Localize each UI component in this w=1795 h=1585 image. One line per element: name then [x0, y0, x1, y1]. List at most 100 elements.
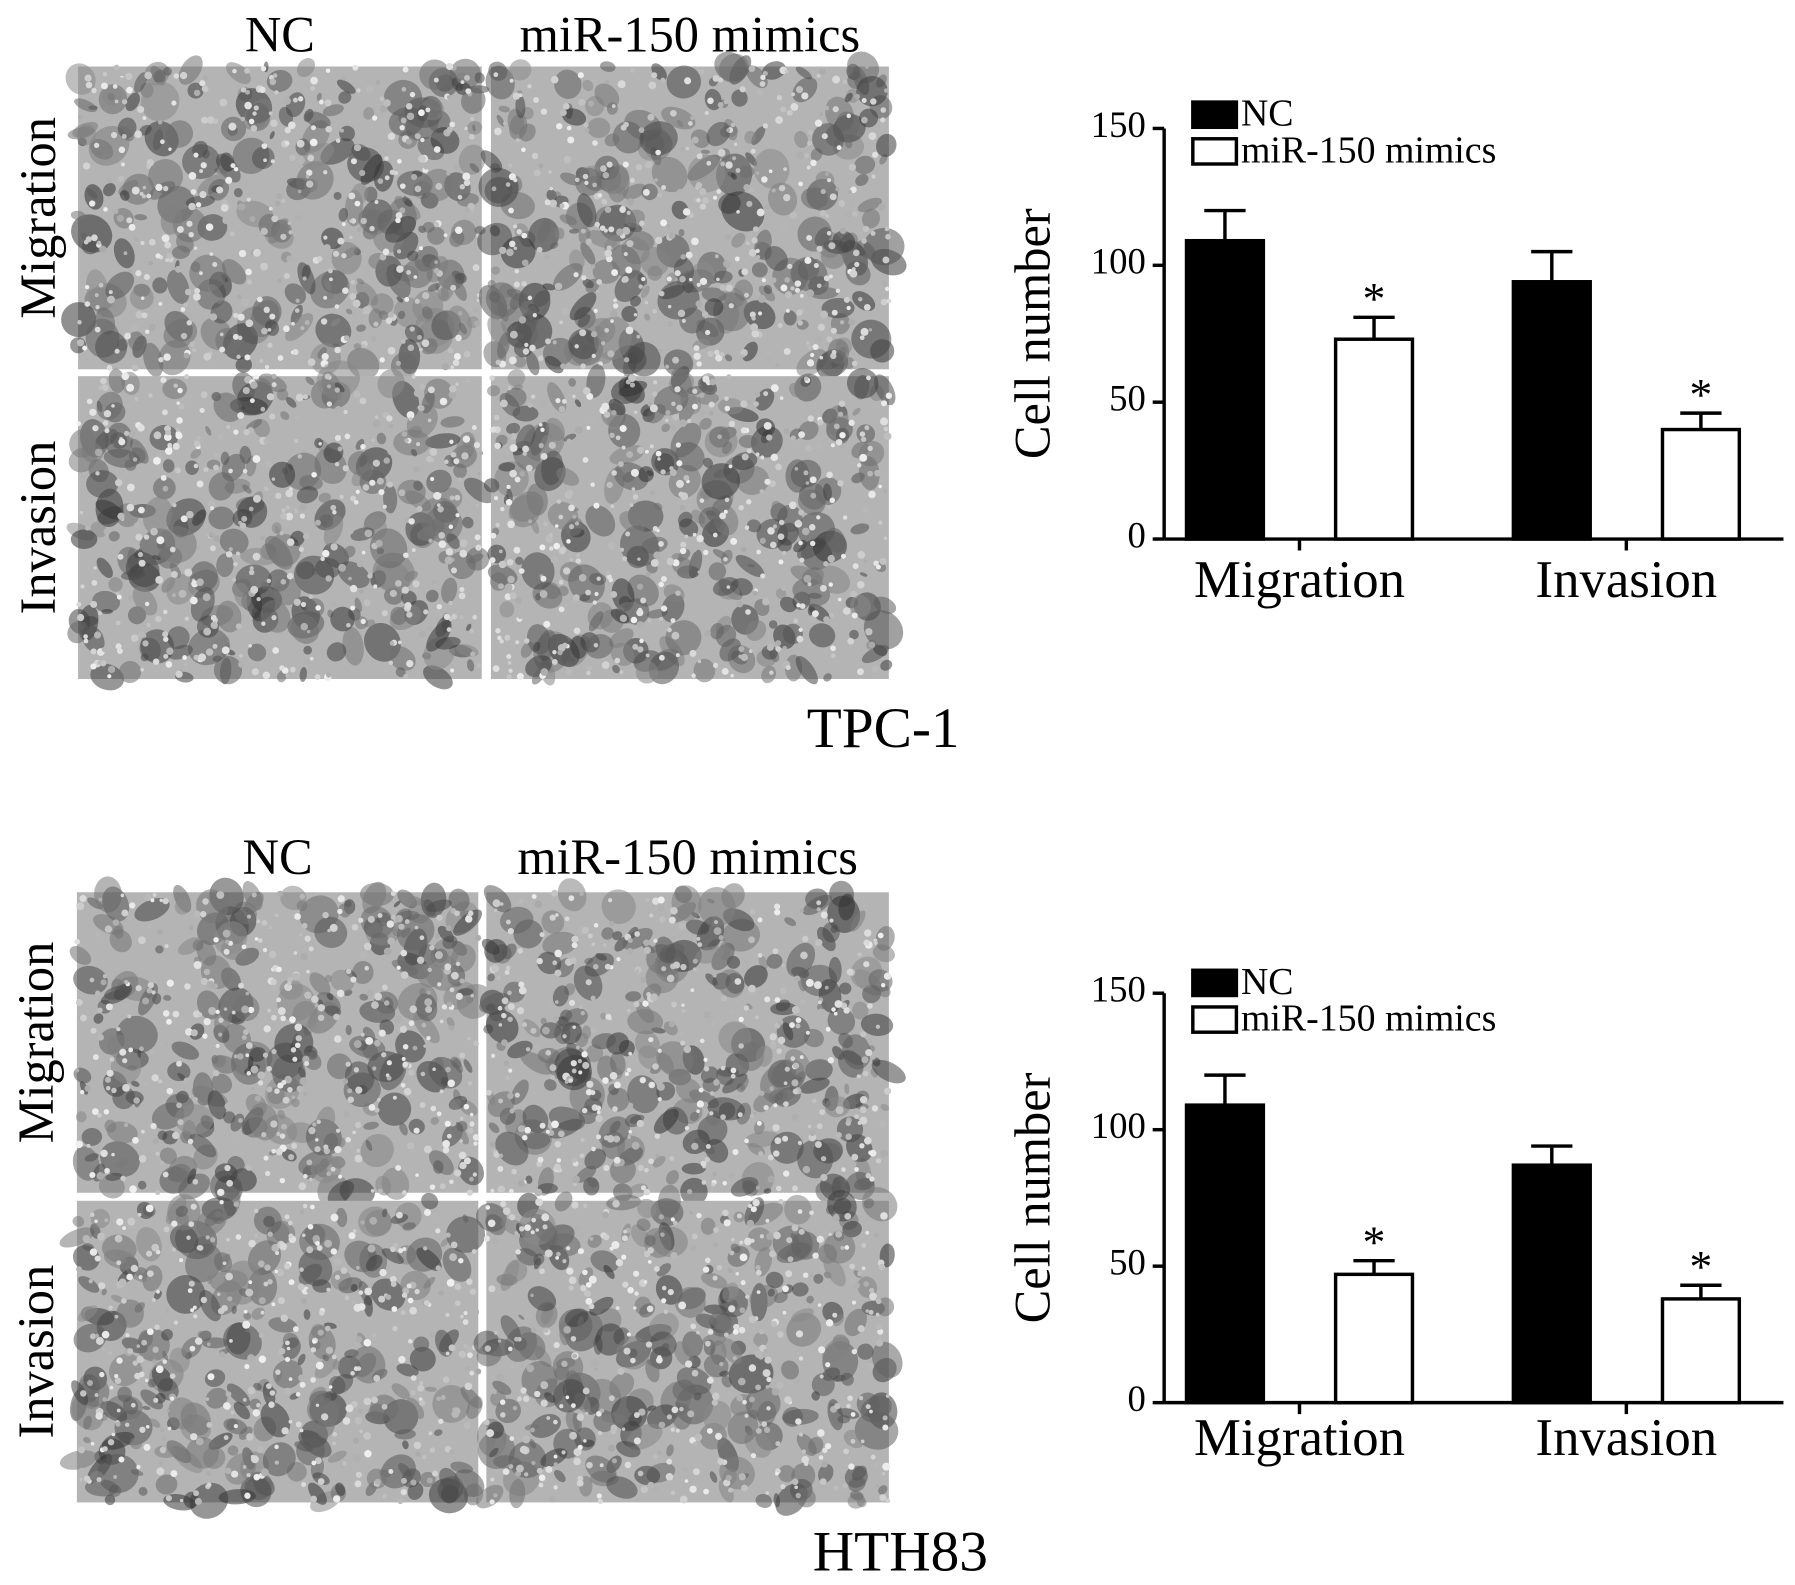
pore	[206, 980, 215, 989]
pore	[196, 545, 201, 550]
pore	[777, 323, 783, 329]
cell	[582, 278, 594, 289]
pore	[860, 436, 867, 443]
cell	[345, 308, 353, 315]
cell	[285, 313, 314, 342]
pore	[308, 1127, 316, 1135]
pore	[807, 415, 815, 422]
pore	[242, 1320, 251, 1329]
pore	[293, 951, 298, 955]
pore	[284, 1214, 290, 1220]
pore	[657, 192, 662, 198]
pore	[327, 384, 331, 389]
pore	[819, 112, 824, 116]
pore	[277, 278, 282, 283]
pore	[536, 957, 543, 965]
pore	[615, 1306, 620, 1310]
pore	[121, 372, 130, 381]
pore	[823, 616, 830, 624]
pore	[190, 1203, 197, 1210]
pore	[773, 1150, 780, 1157]
pore	[293, 438, 299, 444]
pore	[216, 1292, 221, 1297]
pore	[152, 893, 157, 897]
pore	[199, 80, 206, 87]
pore	[794, 287, 800, 293]
pore	[203, 75, 208, 81]
pore	[225, 939, 230, 944]
pore	[878, 1120, 887, 1128]
pore	[283, 273, 290, 280]
pore	[83, 1475, 91, 1482]
pore	[342, 465, 349, 472]
pore	[199, 190, 207, 199]
pore	[439, 1089, 444, 1094]
pore	[590, 264, 596, 270]
pore	[310, 1347, 317, 1353]
pore	[221, 1304, 228, 1312]
pore	[554, 115, 562, 124]
pore	[352, 1437, 360, 1444]
row-label: Migration	[10, 117, 66, 319]
pore	[684, 77, 692, 85]
pore	[723, 509, 728, 514]
pore	[521, 281, 527, 287]
pore	[400, 117, 407, 124]
pore	[603, 228, 608, 233]
pore	[491, 964, 500, 973]
pore	[89, 200, 96, 207]
pore	[883, 536, 888, 541]
pore	[230, 1245, 236, 1252]
pore	[320, 318, 328, 325]
pore	[787, 263, 793, 270]
pore	[100, 1149, 108, 1158]
pore	[356, 1148, 361, 1153]
pore	[306, 1288, 312, 1294]
pore	[601, 198, 608, 205]
pore	[198, 653, 207, 662]
pore	[732, 1356, 737, 1361]
pore	[728, 1172, 735, 1179]
pore	[166, 1018, 172, 1025]
pore	[318, 442, 322, 446]
pore	[257, 938, 263, 943]
pore	[326, 1171, 332, 1177]
pore	[332, 1495, 341, 1503]
pore	[271, 1148, 277, 1154]
cell	[422, 306, 433, 320]
pore	[540, 575, 547, 582]
pore	[507, 1003, 515, 1011]
pore	[827, 505, 832, 510]
pore	[638, 105, 643, 110]
pore	[150, 527, 158, 536]
pore	[303, 659, 310, 666]
pore	[449, 439, 454, 445]
pore	[335, 138, 341, 143]
pore	[818, 1008, 824, 1014]
pore	[274, 913, 279, 918]
pore	[668, 1021, 676, 1028]
pore	[761, 1421, 768, 1427]
pore	[870, 98, 877, 105]
pore	[539, 1268, 545, 1275]
pore	[189, 596, 198, 605]
pore	[249, 566, 254, 571]
pore	[288, 1153, 295, 1161]
pore	[422, 292, 430, 300]
pore	[820, 1155, 827, 1162]
pore	[435, 182, 443, 190]
pore	[635, 163, 643, 171]
pore	[325, 68, 331, 73]
pore	[102, 974, 108, 979]
pore	[738, 1016, 744, 1023]
pore	[298, 1182, 307, 1191]
cell	[207, 283, 224, 304]
pore	[414, 925, 419, 930]
pore	[232, 68, 237, 74]
pore	[269, 1390, 276, 1396]
pore	[120, 893, 125, 898]
pore	[97, 1007, 103, 1013]
pore	[683, 474, 690, 481]
pore	[104, 925, 113, 933]
pore	[216, 186, 224, 194]
